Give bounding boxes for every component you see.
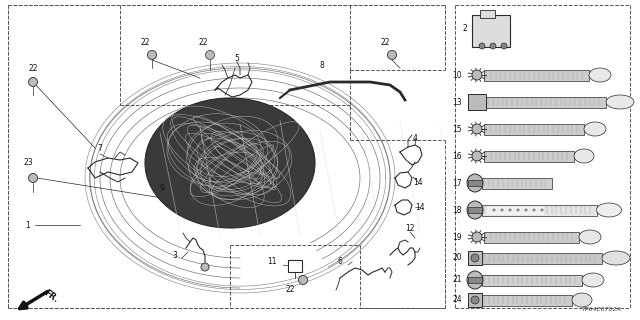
- Ellipse shape: [574, 149, 594, 163]
- Circle shape: [493, 209, 495, 212]
- Bar: [288, 260, 302, 272]
- Circle shape: [29, 173, 38, 182]
- Text: 12: 12: [405, 223, 415, 233]
- Text: TP64E0702A: TP64E0702A: [582, 307, 622, 312]
- Circle shape: [472, 232, 482, 242]
- Circle shape: [387, 51, 397, 60]
- Bar: [482, 178, 552, 189]
- Bar: [468, 277, 482, 283]
- Circle shape: [479, 43, 485, 49]
- Text: 2: 2: [463, 23, 467, 33]
- Ellipse shape: [467, 201, 483, 219]
- Circle shape: [472, 124, 482, 134]
- Bar: [484, 70, 589, 81]
- Ellipse shape: [572, 293, 592, 307]
- Circle shape: [471, 296, 479, 304]
- Bar: [472, 15, 510, 47]
- Text: 17: 17: [452, 179, 462, 188]
- Ellipse shape: [145, 98, 315, 228]
- Ellipse shape: [582, 273, 604, 287]
- Text: 9: 9: [159, 183, 164, 193]
- Text: 22: 22: [380, 37, 390, 46]
- Ellipse shape: [589, 68, 611, 82]
- Text: 22: 22: [198, 37, 208, 46]
- Bar: [482, 205, 597, 216]
- Circle shape: [472, 70, 482, 80]
- Text: 14: 14: [415, 203, 425, 212]
- Text: 15: 15: [452, 124, 462, 133]
- Text: FR.: FR.: [42, 288, 60, 304]
- Bar: [482, 295, 572, 306]
- Circle shape: [532, 209, 536, 212]
- Circle shape: [29, 77, 38, 86]
- Bar: [487, 206, 544, 215]
- Text: 21: 21: [452, 276, 462, 284]
- Ellipse shape: [467, 271, 483, 289]
- Text: 3: 3: [173, 251, 177, 260]
- Text: 8: 8: [319, 60, 324, 69]
- Ellipse shape: [596, 203, 621, 217]
- Text: 14: 14: [413, 178, 423, 187]
- Bar: [484, 151, 574, 162]
- Circle shape: [525, 209, 527, 212]
- Bar: [484, 232, 579, 243]
- Text: 11: 11: [268, 258, 276, 267]
- Text: 5: 5: [235, 53, 239, 62]
- Bar: [482, 253, 602, 264]
- Ellipse shape: [606, 95, 634, 109]
- Text: 6: 6: [337, 258, 342, 267]
- Text: 4: 4: [413, 133, 417, 142]
- Bar: [480, 10, 495, 18]
- Text: 24: 24: [452, 295, 462, 305]
- Text: 7: 7: [97, 143, 102, 153]
- Circle shape: [147, 51, 157, 60]
- Circle shape: [516, 209, 520, 212]
- Circle shape: [509, 209, 511, 212]
- Text: 1: 1: [26, 220, 30, 229]
- Text: 13: 13: [452, 98, 462, 107]
- Bar: [468, 180, 482, 186]
- Bar: [482, 275, 582, 286]
- Text: 18: 18: [452, 205, 462, 214]
- Bar: [468, 293, 482, 307]
- Text: 20: 20: [452, 253, 462, 262]
- Circle shape: [472, 151, 482, 161]
- Bar: [484, 124, 584, 135]
- Ellipse shape: [579, 230, 601, 244]
- Ellipse shape: [584, 122, 606, 136]
- Circle shape: [298, 276, 307, 284]
- Text: 16: 16: [452, 151, 462, 161]
- Ellipse shape: [602, 251, 630, 265]
- Text: 23: 23: [23, 157, 33, 166]
- Circle shape: [201, 263, 209, 271]
- Text: 10: 10: [452, 70, 462, 79]
- Text: 22: 22: [140, 37, 150, 46]
- Circle shape: [541, 209, 543, 212]
- Text: 22: 22: [28, 63, 38, 73]
- Bar: [468, 251, 482, 265]
- Bar: [486, 97, 606, 108]
- Text: 22: 22: [285, 285, 295, 294]
- Circle shape: [205, 51, 214, 60]
- Bar: [468, 94, 486, 110]
- Circle shape: [500, 209, 504, 212]
- Bar: [468, 207, 482, 213]
- Circle shape: [471, 254, 479, 262]
- Circle shape: [501, 43, 507, 49]
- Ellipse shape: [467, 174, 483, 192]
- Text: 19: 19: [452, 233, 462, 242]
- Circle shape: [490, 43, 496, 49]
